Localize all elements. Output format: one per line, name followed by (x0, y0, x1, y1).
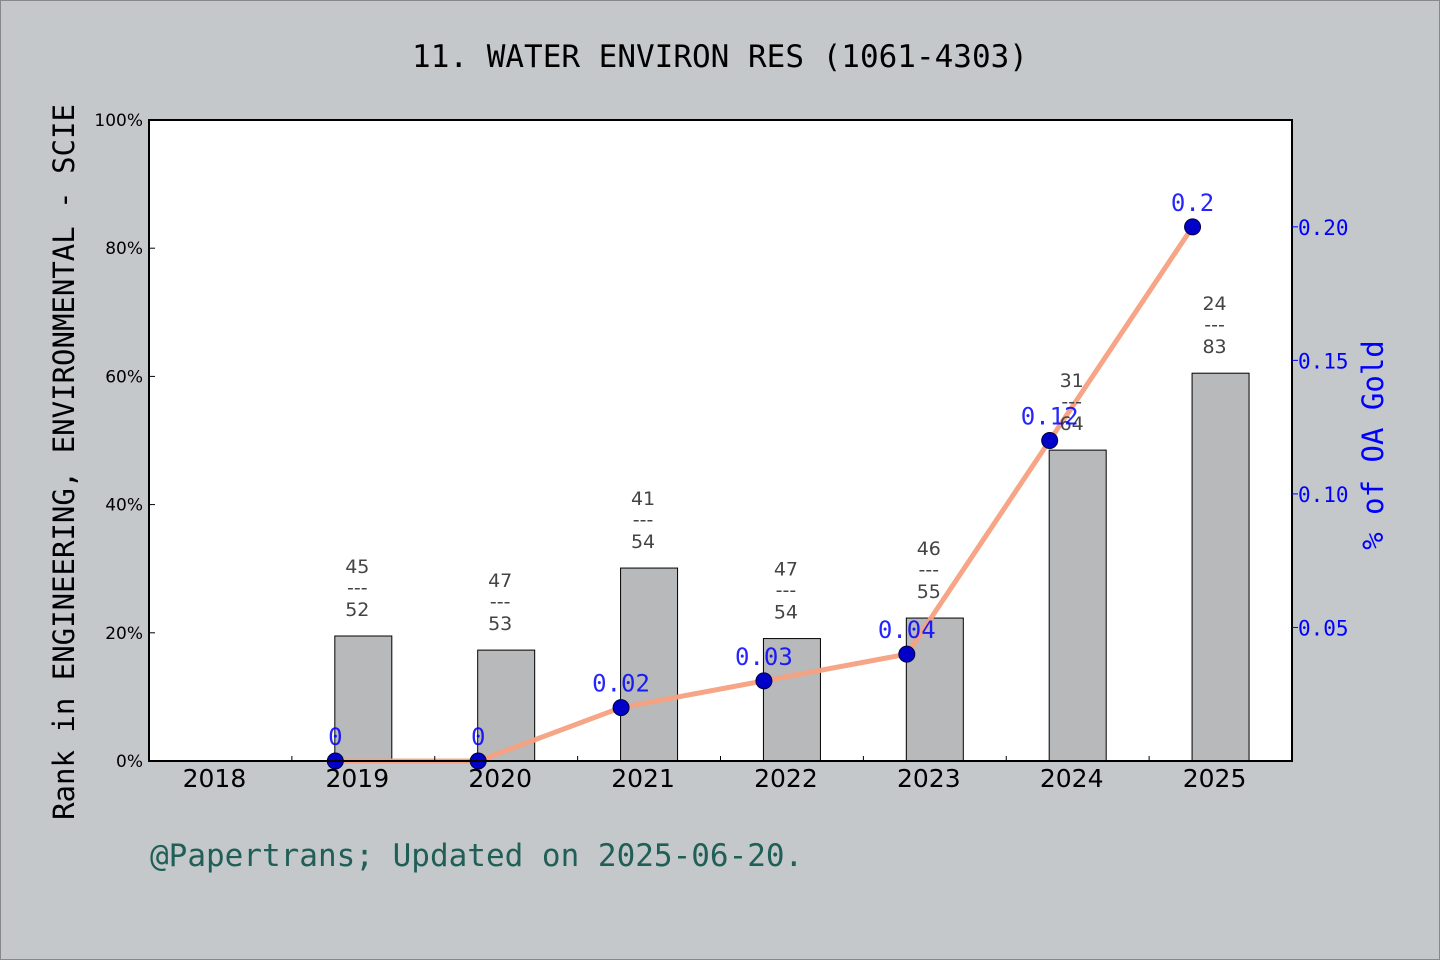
y-axis-label: Rank in ENGINEERING, ENVIRONMENTAL - SCI… (47, 104, 81, 820)
bar-separator-label: --- (347, 577, 368, 599)
bar-total-label: 55 (917, 581, 941, 603)
line-labels-group: 0 0 0.02 0.03 0.04 0.12 0.2 (328, 189, 1214, 751)
oa-gold-point-2025 (1184, 218, 1202, 236)
bar-2024 (1048, 449, 1107, 762)
left-axis: 0% 20% 40% 60% 80% 100% (94, 111, 155, 772)
x-tick-label: 2023 (897, 764, 961, 793)
oa-gold-point-2022 (755, 672, 773, 690)
right-axis: 0.05 0.10 0.15 0.20 (1291, 120, 1349, 761)
right-tick-label: 0.05 (1298, 616, 1349, 640)
bar-rank-label: 47 (774, 559, 798, 581)
left-tick-label: 80% (105, 239, 143, 259)
bar-separator-label: --- (1061, 391, 1082, 413)
x-tick-label: 2018 (183, 764, 247, 793)
bar-separator-label: --- (919, 559, 940, 581)
chart-title: 11. WATER ENVIRON RES (1061-4303) (412, 39, 1028, 75)
bar-total-label: 54 (774, 602, 798, 624)
bar-separator-label: --- (776, 580, 797, 602)
oa-gold-value-label: 0.12 (1021, 403, 1079, 431)
bar-2019 (334, 635, 393, 762)
left-tick-label: 20% (105, 624, 143, 644)
footer-credit: @Papertrans; Updated on 2025-06-20. (150, 838, 803, 874)
bar-rank-label: 47 (488, 570, 512, 592)
left-tick-label: 0% (116, 752, 143, 772)
bar-2021 (620, 567, 679, 762)
bar-total-label: 52 (345, 599, 369, 621)
x-tick-label: 2020 (468, 764, 532, 793)
oa-gold-value-label: 0 (328, 723, 342, 751)
oa-gold-value-label: 0.2 (1171, 189, 1214, 217)
oa-gold-value-label: 0.04 (878, 616, 936, 644)
bar-total-label: 83 (1202, 336, 1226, 358)
left-tick-label: 100% (94, 111, 143, 131)
bar-rank-label: 45 (345, 556, 369, 578)
y2-axis-label: % of OA Gold (1356, 340, 1390, 550)
bar-labels-group: 45---5247---5341---5447---5446---5531---… (345, 293, 1226, 635)
x-tick-label: 2021 (611, 764, 675, 793)
right-tick-label: 0.10 (1298, 483, 1349, 507)
x-axis: 2018 2019 2020 2021 2022 2023 2024 2025 (183, 756, 1247, 793)
oa-gold-point-2023 (898, 645, 916, 663)
oa-gold-value-label: 0.03 (735, 643, 793, 671)
bar-rank-label: 41 (631, 488, 655, 510)
bar-total-label: 64 (1060, 413, 1084, 435)
bar-total-label: 53 (488, 613, 512, 635)
left-tick-label: 60% (105, 367, 143, 387)
bar-2022 (762, 638, 821, 762)
x-tick-label: 2025 (1183, 764, 1247, 793)
oa-gold-value-label: 0 (471, 723, 485, 751)
bar-separator-label: --- (1204, 314, 1225, 336)
left-tick-label: 40% (105, 496, 143, 516)
bars-group (334, 372, 1250, 762)
plot-area (149, 120, 1292, 761)
bar-separator-label: --- (490, 591, 511, 613)
oa-gold-point-2021 (612, 699, 630, 717)
bar-separator-label: --- (633, 509, 654, 531)
oa-gold-point-2024 (1041, 432, 1059, 449)
bar-rank-label: 31 (1060, 370, 1084, 392)
oa-gold-value-label: 0.02 (592, 670, 650, 698)
bar-rank-label: 46 (917, 538, 941, 560)
bar-2025 (1191, 372, 1250, 762)
bar-total-label: 54 (631, 531, 655, 553)
right-tick-label: 0.15 (1298, 349, 1349, 373)
x-tick-label: 2019 (326, 764, 390, 793)
right-tick-label: 0.20 (1298, 216, 1349, 240)
bar-rank-label: 24 (1202, 293, 1226, 315)
x-tick-label: 2022 (754, 764, 818, 793)
x-tick-label: 2024 (1040, 764, 1104, 793)
